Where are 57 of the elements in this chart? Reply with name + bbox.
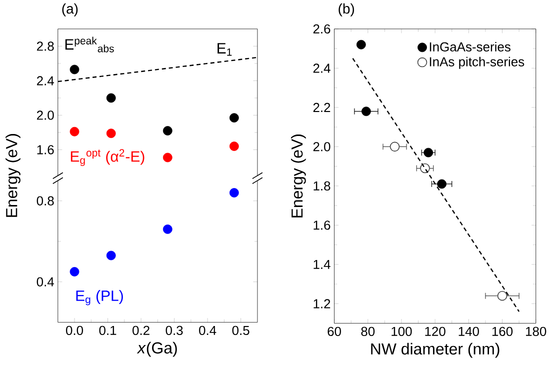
y-axis-title: Energy (eV) <box>6 134 20 217</box>
x-tick-label: 60 <box>328 326 341 336</box>
point <box>229 113 239 122</box>
y-tick-label: 1.2 <box>314 299 330 308</box>
point <box>390 142 400 152</box>
y-tick-label: 2.4 <box>313 64 330 73</box>
x-tick-label: 140 <box>458 326 479 336</box>
y-tick-label: 2.0 <box>313 142 330 152</box>
point <box>162 224 172 234</box>
point <box>162 126 172 136</box>
point <box>362 106 371 116</box>
point <box>70 126 80 136</box>
chart-title: (b) <box>338 3 354 16</box>
legend-label: InGaAs-series <box>430 42 510 52</box>
y-tick-label: 2.2 <box>313 102 330 112</box>
x-tick-label: 0.2 <box>132 326 150 335</box>
x-tick-label: 160 <box>492 326 513 336</box>
point <box>424 148 434 158</box>
y-tick-label: 1.4 <box>314 260 330 269</box>
x-tick-label: 0.1 <box>99 326 116 335</box>
point <box>229 188 239 198</box>
point <box>497 290 508 301</box>
point <box>106 128 116 138</box>
x-tick-label: 0.0 <box>66 326 84 335</box>
y-tick-label: 0.4 <box>36 277 54 286</box>
y-tick-label: 2.4 <box>36 76 54 86</box>
series-label: E$^{peak}$abs <box>65 36 114 52</box>
y-tick-label: 1.6 <box>37 145 54 154</box>
x-tick-label: 0.3 <box>166 326 183 335</box>
point <box>106 250 116 260</box>
point <box>162 152 172 162</box>
point <box>106 93 116 103</box>
x-tick-label: 0.4 <box>199 326 216 335</box>
x-axis-title: x(Ga) <box>136 342 177 357</box>
x-tick-label: 180 <box>526 326 546 336</box>
point <box>356 40 366 50</box>
point <box>229 142 239 151</box>
y-tick-label: 1.8 <box>314 181 330 190</box>
x-axis-title: NW diameter (nm) <box>371 342 500 358</box>
x-tick-label: 100 <box>392 326 412 336</box>
y-axis-title: Energy (eV) <box>291 134 306 218</box>
point <box>70 64 80 74</box>
y-tick-label: 0.8 <box>36 196 54 206</box>
y-tick-label: 2.0 <box>36 110 54 120</box>
y-tick-label: 2.8 <box>36 42 54 51</box>
x-tick-label: 120 <box>425 326 446 336</box>
legend-label: InAs pitch-series <box>430 56 524 69</box>
point <box>437 179 446 189</box>
point <box>70 266 80 276</box>
y-tick-label: 2.6 <box>313 24 330 34</box>
x-tick-label: 80 <box>361 326 375 336</box>
y-tick-label: 1.6 <box>314 220 330 230</box>
series-label: E$_{g}$$^{opt}$ (α$^{2}$-E) <box>70 149 144 166</box>
chart-title: (a) <box>62 3 78 16</box>
x-tick-label: 0.5 <box>232 326 250 335</box>
series-label: E$_{g}$ (PL) <box>76 290 123 306</box>
series-label: E$_{1}$ <box>218 43 232 56</box>
